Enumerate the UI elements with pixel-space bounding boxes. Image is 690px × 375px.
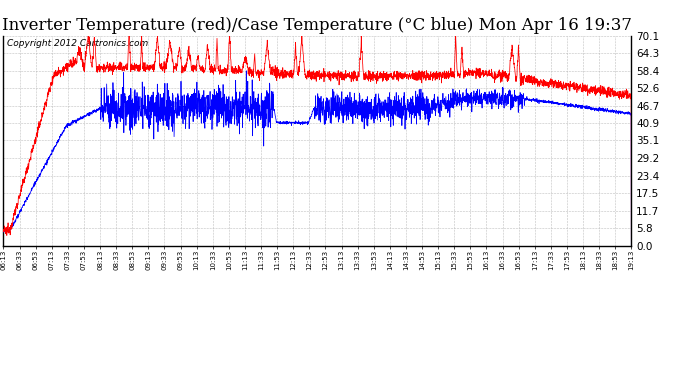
Text: Inverter Temperature (red)/Case Temperature (°C blue) Mon Apr 16 19:37: Inverter Temperature (red)/Case Temperat… [2,17,633,34]
Text: Copyright 2012 Cartronics.com: Copyright 2012 Cartronics.com [7,39,148,48]
